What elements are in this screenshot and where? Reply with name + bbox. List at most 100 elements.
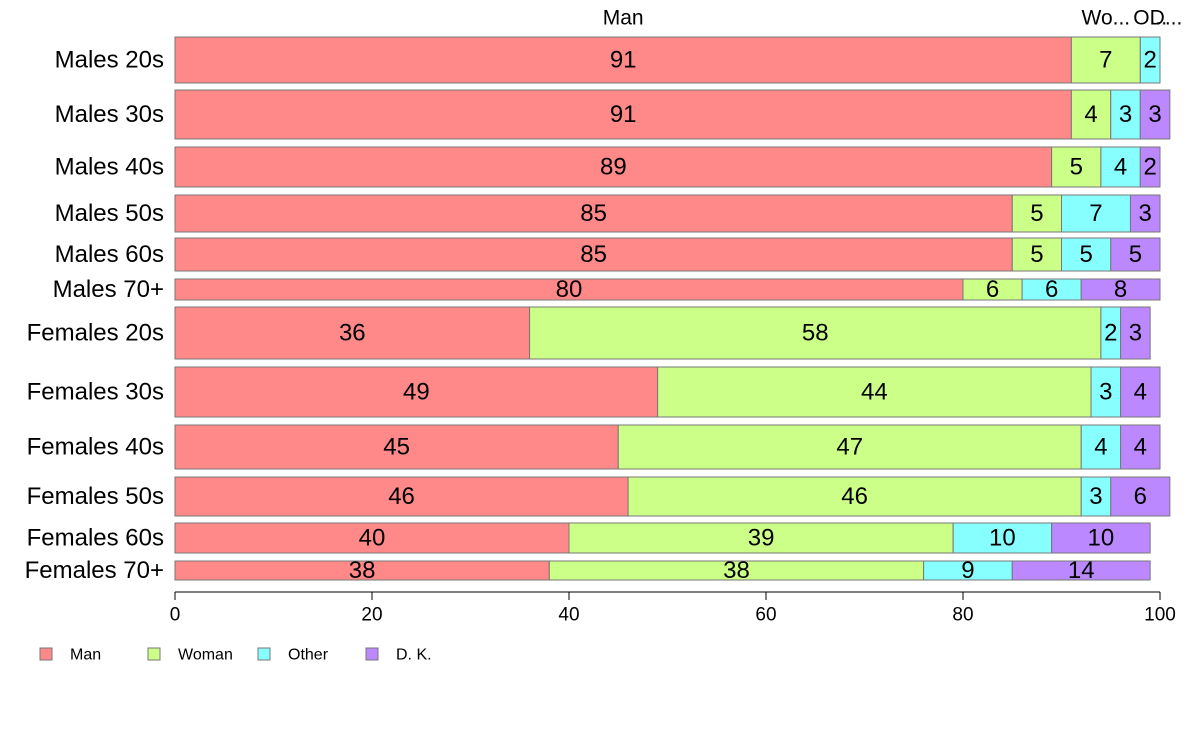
- bar-females-30s-other: [1090, 366, 1122, 418]
- bar-males-60s-woman: [1011, 237, 1062, 272]
- value-label-males-60s-man: 85: [580, 241, 607, 268]
- value-label-females-50s-woman: 46: [841, 483, 868, 510]
- value-label-females-70-d-k: 14: [1068, 557, 1095, 584]
- value-label-females-60s-man: 40: [359, 525, 386, 552]
- value-label-females-30s-other: 3: [1099, 379, 1112, 406]
- value-label-males-40s-other: 4: [1114, 154, 1127, 181]
- value-label-males-70-d-k: 8: [1114, 276, 1127, 303]
- bar-females-20s-man: [174, 306, 531, 360]
- value-label-females-50s-other: 3: [1089, 483, 1102, 510]
- bar-males-30s-other: [1110, 89, 1141, 140]
- value-label-females-30s-d-k: 4: [1134, 379, 1147, 406]
- value-label-males-30s-d-k: 3: [1148, 101, 1161, 128]
- legend-label-man: Man: [70, 647, 101, 664]
- bar-females-20s-woman: [529, 306, 1102, 360]
- bar-females-30s-d-k: [1120, 366, 1161, 418]
- bar-males-40s-other: [1100, 146, 1141, 188]
- top-label-d-k: D...: [1150, 7, 1183, 30]
- value-label-males-40s-woman: 5: [1070, 154, 1083, 181]
- value-label-males-70-man: 80: [556, 276, 583, 303]
- value-label-males-70-other: 6: [1045, 276, 1058, 303]
- top-label-other: O...: [1133, 7, 1167, 30]
- value-label-males-60s-other: 5: [1079, 241, 1092, 268]
- value-label-females-60s-woman: 39: [748, 525, 775, 552]
- bar-females-70-d-k: [1011, 560, 1151, 581]
- bar-females-50s-d-k: [1110, 476, 1171, 517]
- category-label-females-60s: Females 60s: [27, 525, 164, 552]
- category-label-males-20s: Males 20s: [55, 47, 164, 74]
- legend-swatch-man: [39, 647, 53, 661]
- bar-females-30s-woman: [657, 366, 1092, 418]
- value-label-females-60s-d-k: 10: [1088, 525, 1115, 552]
- bar-females-50s-woman: [627, 476, 1082, 517]
- x-tick-label-100: 100: [1144, 605, 1176, 626]
- value-label-females-20s-other: 2: [1104, 320, 1117, 347]
- category-label-males-50s: Males 50s: [55, 200, 164, 227]
- bar-males-50s-woman: [1011, 194, 1062, 233]
- bar-males-40s-d-k: [1139, 146, 1161, 188]
- bar-females-40s-other: [1080, 424, 1122, 470]
- category-label-females-30s: Females 30s: [27, 379, 164, 406]
- value-label-females-40s-other: 4: [1094, 434, 1107, 461]
- bar-males-30s-man: [174, 89, 1072, 140]
- value-label-females-70-woman: 38: [723, 557, 750, 584]
- category-label-males-40s: Males 40s: [55, 154, 164, 181]
- legend-swatch-d-k: [365, 647, 379, 661]
- top-label-man: Man: [603, 7, 644, 30]
- value-label-females-40s-woman: 47: [836, 434, 863, 461]
- value-label-males-50s-d-k: 3: [1139, 200, 1152, 227]
- value-label-females-20s-d-k: 3: [1129, 320, 1142, 347]
- x-tick-label-80: 80: [952, 605, 973, 626]
- bar-females-60s-d-k: [1051, 522, 1151, 554]
- x-tick-label-20: 20: [361, 605, 382, 626]
- bar-males-20s-other: [1139, 36, 1161, 84]
- bar-females-20s-d-k: [1120, 306, 1151, 360]
- bars-group: 91 7 291 4 3 389 5 4 285 5 7 385 5 5 580 6 6 836 58 2 349 44 3…: [174, 36, 1171, 584]
- legend-swatch-woman: [147, 647, 161, 661]
- legend: Man Woman Other D. K.: [39, 647, 432, 664]
- bar-males-50s-other: [1061, 194, 1131, 233]
- x-tick-label-40: 40: [558, 605, 579, 626]
- value-label-males-20s-man: 91: [610, 47, 637, 74]
- x-tick-label-60: 60: [755, 605, 776, 626]
- category-label-males-70: Males 70+: [53, 276, 164, 303]
- value-label-females-20s-man: 36: [339, 320, 366, 347]
- value-label-females-20s-woman: 58: [802, 320, 829, 347]
- top-series-labels: Man Wo... O...D...: [603, 7, 1183, 30]
- bar-females-30s-man: [174, 366, 659, 418]
- value-label-males-60s-woman: 5: [1030, 241, 1043, 268]
- bar-males-60s-man: [174, 237, 1013, 272]
- bar-males-20s-woman: [1070, 36, 1141, 84]
- category-label-females-20s: Females 20s: [27, 320, 164, 347]
- value-label-females-30s-man: 49: [403, 379, 430, 406]
- value-label-males-20s-woman: 7: [1099, 47, 1112, 74]
- value-label-males-20s-other: 2: [1143, 47, 1156, 74]
- category-label-males-60s: Males 60s: [55, 241, 164, 268]
- bar-males-70-d-k: [1080, 278, 1161, 301]
- bar-males-50s-d-k: [1129, 194, 1161, 233]
- category-labels: Males 20s Males 30s Males 40s Males 50s Male…: [25, 47, 164, 585]
- bar-females-40s-d-k: [1120, 424, 1161, 470]
- category-label-females-50s: Females 50s: [27, 483, 164, 510]
- bar-males-30s-d-k: [1139, 89, 1171, 140]
- bar-females-60s-man: [174, 522, 570, 554]
- category-label-males-30s: Males 30s: [55, 101, 164, 128]
- bar-males-40s-man: [174, 146, 1053, 188]
- top-label-woman: Wo...: [1082, 7, 1131, 30]
- value-label-females-40s-d-k: 4: [1134, 434, 1147, 461]
- bar-females-50s-other: [1080, 476, 1112, 517]
- legend-label-other: Other: [288, 647, 329, 664]
- value-label-males-50s-other: 7: [1089, 200, 1102, 227]
- value-label-males-50s-woman: 5: [1030, 200, 1043, 227]
- value-label-females-50s-d-k: 6: [1134, 483, 1147, 510]
- bar-females-40s-woman: [617, 424, 1082, 470]
- value-label-males-40s-d-k: 2: [1143, 154, 1156, 181]
- value-label-females-30s-woman: 44: [861, 379, 888, 406]
- value-label-males-60s-d-k: 5: [1129, 241, 1142, 268]
- x-tick-label-0: 0: [170, 605, 181, 626]
- value-label-males-50s-man: 85: [580, 200, 607, 227]
- bar-males-50s-man: [174, 194, 1013, 233]
- value-label-females-70-other: 9: [961, 557, 974, 584]
- category-label-females-40s: Females 40s: [27, 434, 164, 461]
